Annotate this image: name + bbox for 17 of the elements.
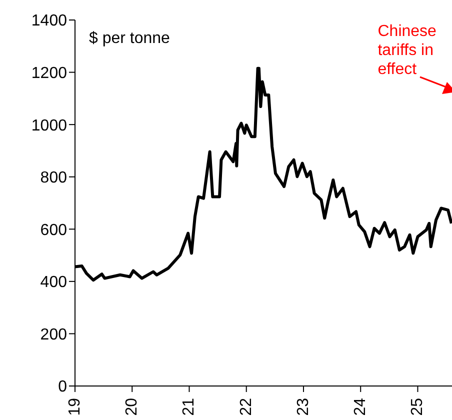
y-axis-title: $ per tonne [89,30,170,48]
x-tick-label: 23 [294,398,312,416]
y-tick-label: 1000 [31,117,68,134]
x-tick-label: 19 [66,398,84,416]
y-tick-label: 600 [40,222,68,239]
y-tick-label: 200 [40,326,68,344]
y-tick-label: 1400 [31,12,68,30]
annotation: Chinese tariffs in effect [378,22,438,79]
x-tick-label: 20 [124,398,141,416]
x-tick-label: 24 [352,398,370,416]
y-tick-label: 0 [58,378,68,396]
y-tick-label: 1200 [31,64,68,82]
x-tick-label: 25 [409,398,426,416]
x-tick-label: 22 [238,398,255,416]
x-tick-label: 21 [180,398,198,416]
y-tick-label: 800 [40,170,68,187]
y-tick-label: 400 [40,274,68,292]
